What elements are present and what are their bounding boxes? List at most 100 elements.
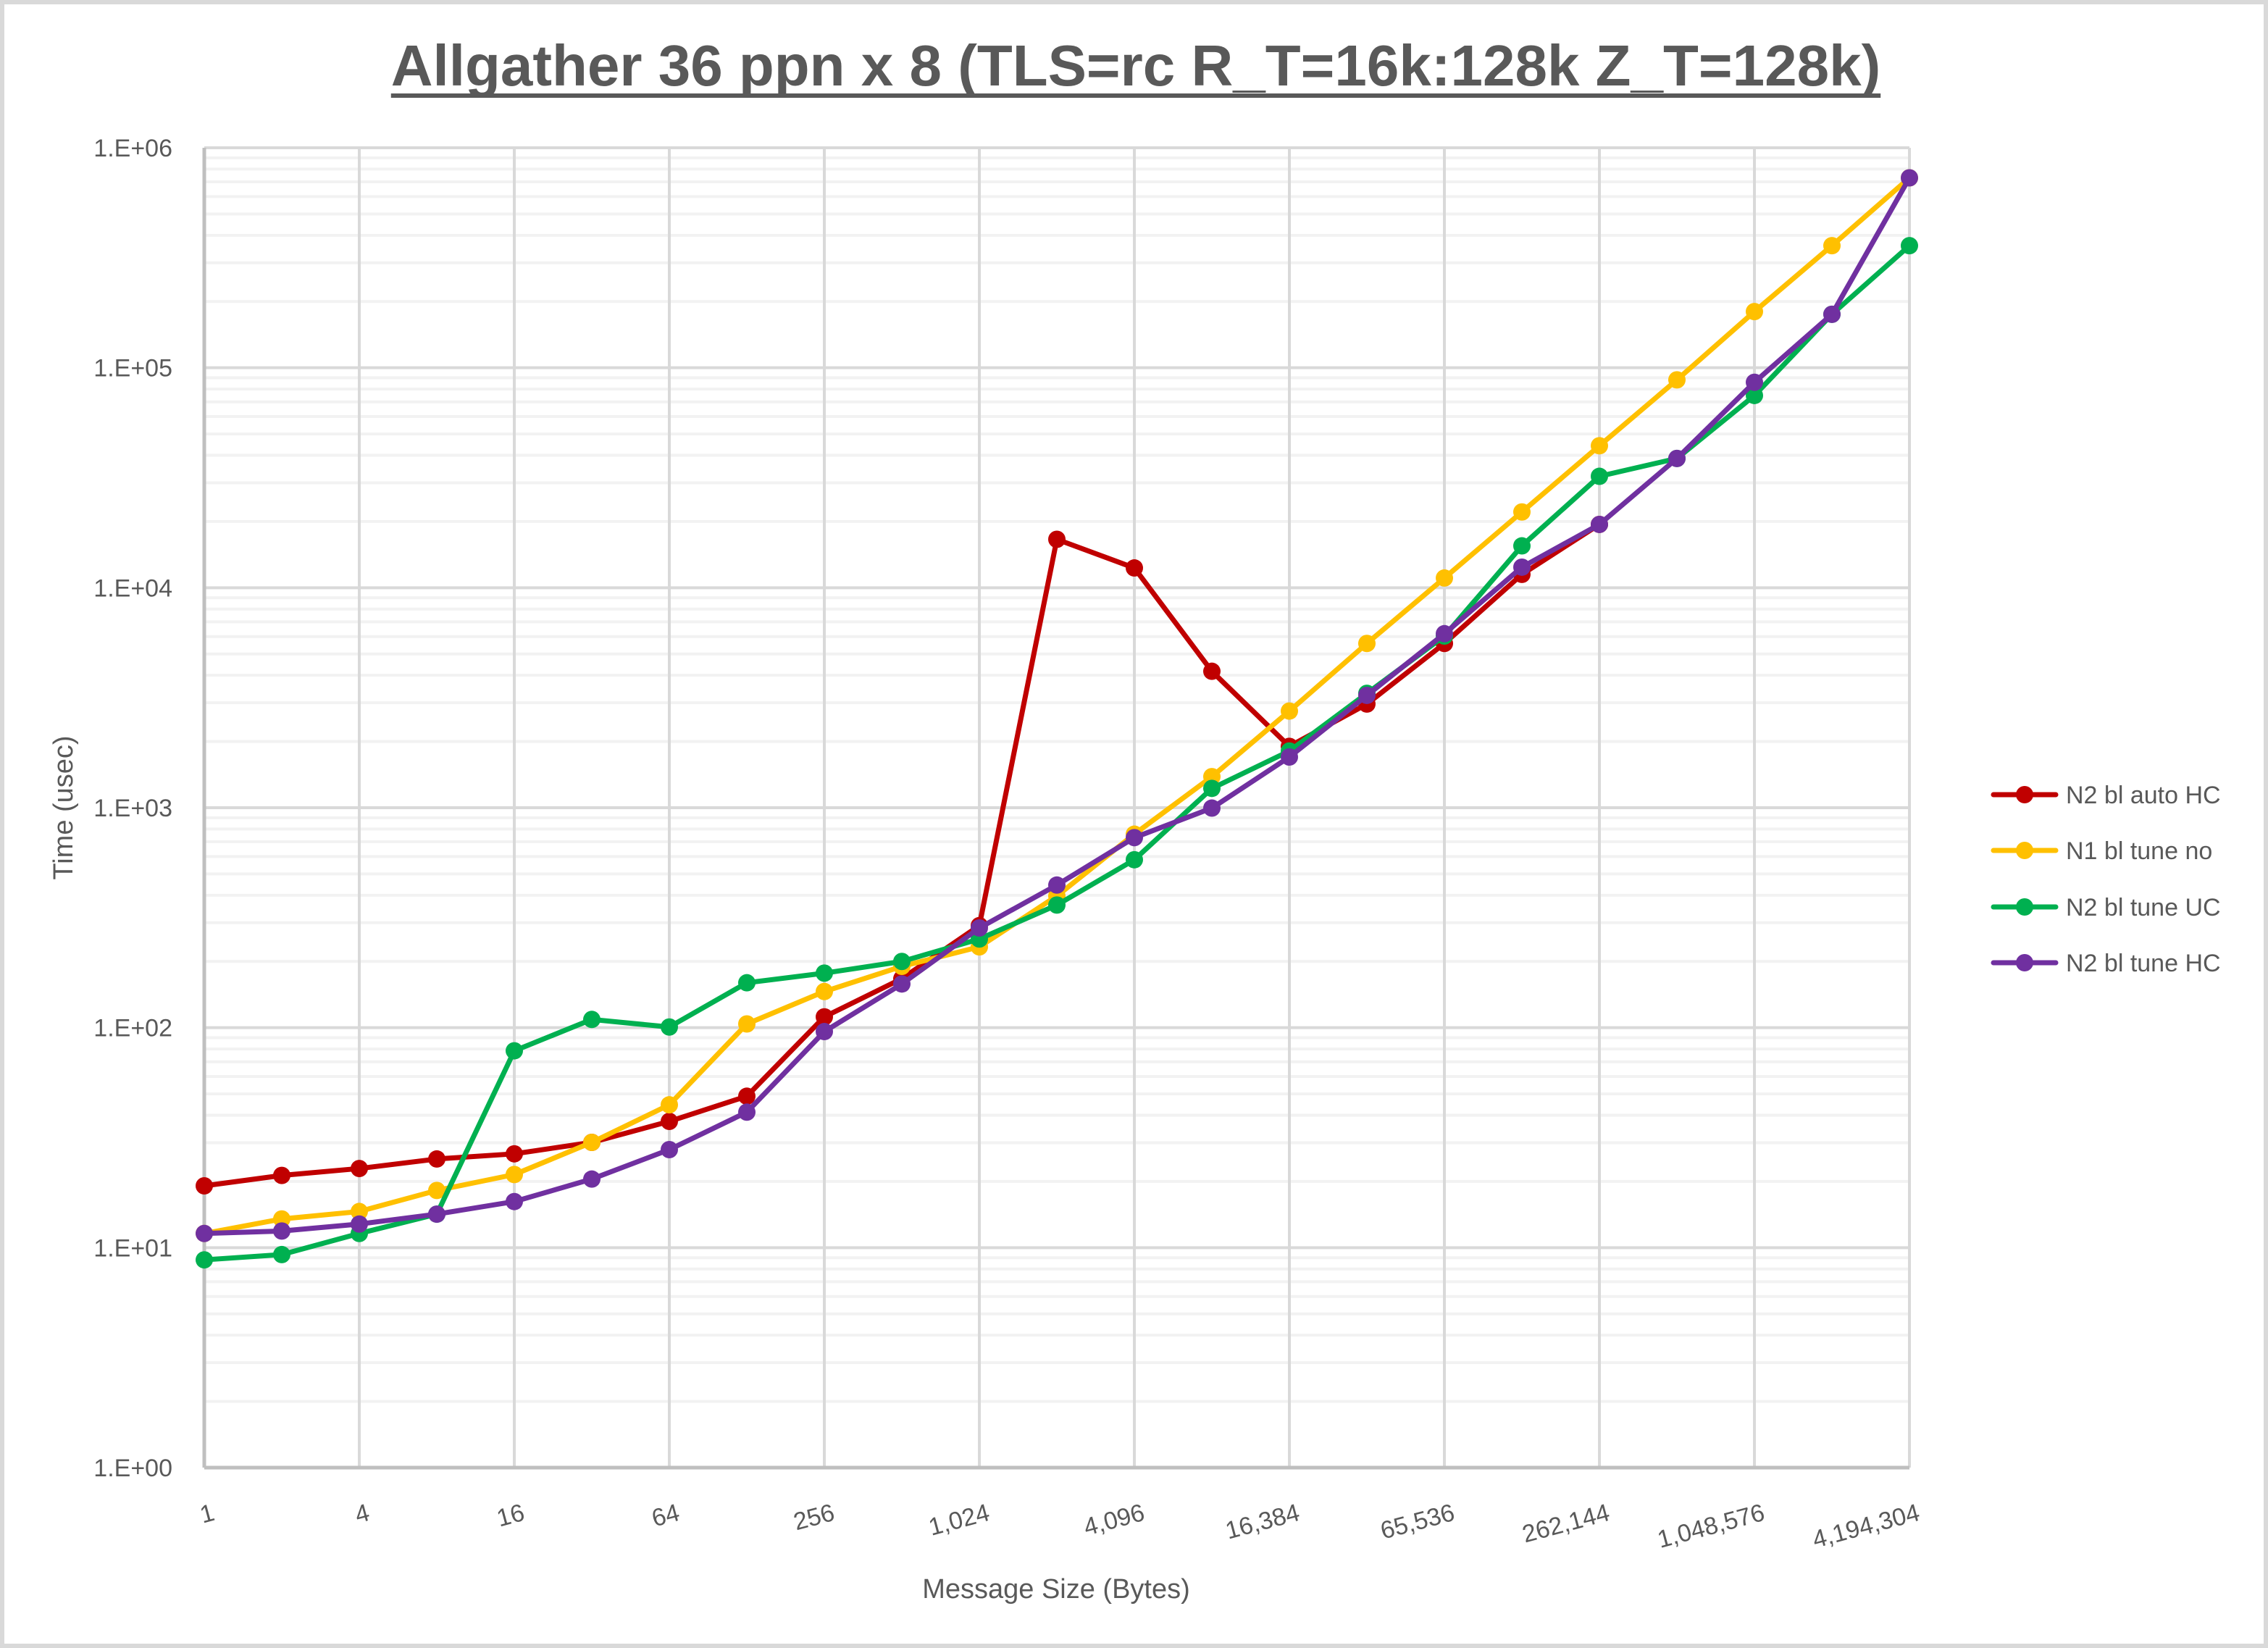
legend-marker-icon xyxy=(2016,786,2033,803)
y-tick-label: 1.E+01 xyxy=(93,1234,172,1262)
series-n2-bl-tune-hc xyxy=(196,169,1918,1242)
x-tick-label: 65,536 xyxy=(1378,1499,1457,1545)
data-point-marker[interactable] xyxy=(1668,371,1686,389)
data-point-marker[interactable] xyxy=(196,1251,213,1269)
data-point-marker[interactable] xyxy=(738,974,756,992)
data-point-marker[interactable] xyxy=(816,982,833,1000)
data-point-marker[interactable] xyxy=(351,1202,368,1221)
data-point-marker[interactable] xyxy=(1358,635,1376,653)
data-point-marker[interactable] xyxy=(1823,305,1841,323)
data-point-marker[interactable] xyxy=(1358,686,1376,704)
x-tick-label: 16 xyxy=(494,1499,527,1532)
data-point-marker[interactable] xyxy=(1513,503,1531,521)
data-point-marker[interactable] xyxy=(816,1023,833,1041)
data-point-marker[interactable] xyxy=(1591,437,1608,455)
data-point-marker[interactable] xyxy=(1203,779,1221,798)
data-point-marker[interactable] xyxy=(1901,237,1918,255)
minor-gridlines xyxy=(204,156,1909,1403)
x-tick-label: 1 xyxy=(197,1499,217,1529)
data-point-marker[interactable] xyxy=(1746,303,1763,321)
data-point-marker[interactable] xyxy=(196,1224,213,1242)
x-tick-label: 4 xyxy=(352,1499,372,1529)
data-point-marker[interactable] xyxy=(196,1176,213,1195)
data-point-marker[interactable] xyxy=(893,975,911,993)
data-point-marker[interactable] xyxy=(661,1018,678,1036)
data-point-marker[interactable] xyxy=(1901,169,1918,187)
data-point-marker[interactable] xyxy=(971,919,988,937)
data-point-marker[interactable] xyxy=(1048,876,1066,894)
data-point-marker[interactable] xyxy=(1746,386,1763,404)
series-n1-bl-tune-no xyxy=(196,169,1918,1242)
data-point-marker[interactable] xyxy=(1203,662,1221,680)
legend-label: N2 bl auto HC xyxy=(2066,782,2221,809)
data-point-marker[interactable] xyxy=(661,1141,678,1159)
data-point-marker[interactable] xyxy=(1823,237,1841,255)
data-point-marker[interactable] xyxy=(738,1087,756,1105)
data-point-marker[interactable] xyxy=(1746,373,1763,391)
data-point-marker[interactable] xyxy=(661,1113,678,1131)
legend-label: N1 bl tune no xyxy=(2066,837,2212,865)
data-point-marker[interactable] xyxy=(738,1103,756,1121)
data-point-marker[interactable] xyxy=(351,1215,368,1233)
chart-title: Allgather 36 ppn x 8 (TLS=rc R_T=16k:128… xyxy=(391,33,1880,98)
data-point-marker[interactable] xyxy=(583,1011,601,1029)
data-point-marker[interactable] xyxy=(273,1210,290,1228)
legend-label: N2 bl tune UC xyxy=(2066,894,2221,921)
legend-marker-icon xyxy=(2016,898,2033,916)
data-point-marker[interactable] xyxy=(428,1181,445,1200)
data-point-marker[interactable] xyxy=(506,1192,523,1210)
data-point-marker[interactable] xyxy=(816,964,833,982)
data-point-marker[interactable] xyxy=(506,1166,523,1184)
data-point-marker[interactable] xyxy=(1436,624,1453,643)
legend-marker-icon xyxy=(2016,954,2033,971)
data-point-marker[interactable] xyxy=(428,1150,445,1168)
data-point-marker[interactable] xyxy=(583,1170,601,1188)
data-point-marker[interactable] xyxy=(1281,748,1298,766)
y-tick-label: 1.E+00 xyxy=(93,1455,172,1482)
x-axis-title: Message Size (Bytes) xyxy=(922,1574,1190,1605)
x-tick-label: 16,384 xyxy=(1223,1499,1302,1545)
series-layer xyxy=(196,169,1918,1269)
data-point-marker[interactable] xyxy=(661,1096,678,1114)
data-point-marker[interactable] xyxy=(1203,799,1221,817)
data-point-marker[interactable] xyxy=(738,1015,756,1033)
legend-label: N2 bl tune HC xyxy=(2066,950,2221,977)
y-tick-label: 1.E+06 xyxy=(93,135,172,162)
data-point-marker[interactable] xyxy=(1281,702,1298,720)
data-point-marker[interactable] xyxy=(1668,449,1686,467)
legend-item-n2-bl-tune-uc[interactable]: N2 bl tune UC xyxy=(1991,894,2221,921)
data-point-marker[interactable] xyxy=(273,1245,290,1263)
data-point-marker[interactable] xyxy=(428,1205,445,1224)
data-point-marker[interactable] xyxy=(1513,558,1531,576)
data-point-marker[interactable] xyxy=(273,1222,290,1240)
x-tick-label: 4,096 xyxy=(1081,1499,1147,1542)
y-tick-label: 1.E+02 xyxy=(93,1015,172,1042)
data-point-marker[interactable] xyxy=(1591,467,1608,485)
axes xyxy=(202,148,1909,1470)
legend-item-n2-bl-auto-hc[interactable]: N2 bl auto HC xyxy=(1991,782,2221,809)
data-point-marker[interactable] xyxy=(273,1166,290,1184)
x-tick-label: 64 xyxy=(649,1499,682,1532)
data-point-marker[interactable] xyxy=(506,1145,523,1163)
x-tick-label: 1,024 xyxy=(926,1499,992,1542)
y-tick-label: 1.E+03 xyxy=(93,795,172,822)
legend-item-n1-bl-tune-no[interactable]: N1 bl tune no xyxy=(1991,837,2212,865)
data-point-marker[interactable] xyxy=(1126,559,1143,577)
data-point-marker[interactable] xyxy=(1048,896,1066,914)
data-point-marker[interactable] xyxy=(583,1134,601,1152)
data-point-marker[interactable] xyxy=(816,1008,833,1026)
data-point-marker[interactable] xyxy=(1126,850,1143,869)
y-axis-tick-labels: 1.E+00 1.E+01 1.E+02 1.E+03 1.E+04 1.E+05 1.E+… xyxy=(93,135,172,1482)
x-tick-label: 1,048,576 xyxy=(1654,1499,1767,1554)
data-point-marker[interactable] xyxy=(1048,530,1066,548)
data-point-marker[interactable] xyxy=(1513,537,1531,555)
data-point-marker[interactable] xyxy=(1126,829,1143,847)
legend-item-n2-bl-tune-hc[interactable]: N2 bl tune HC xyxy=(1991,950,2221,977)
data-point-marker[interactable] xyxy=(1436,569,1453,587)
data-point-marker[interactable] xyxy=(1591,515,1608,533)
x-tick-label: 262,144 xyxy=(1520,1499,1613,1549)
data-point-marker[interactable] xyxy=(893,953,911,971)
data-point-marker[interactable] xyxy=(351,1160,368,1178)
data-point-marker[interactable] xyxy=(506,1042,523,1060)
